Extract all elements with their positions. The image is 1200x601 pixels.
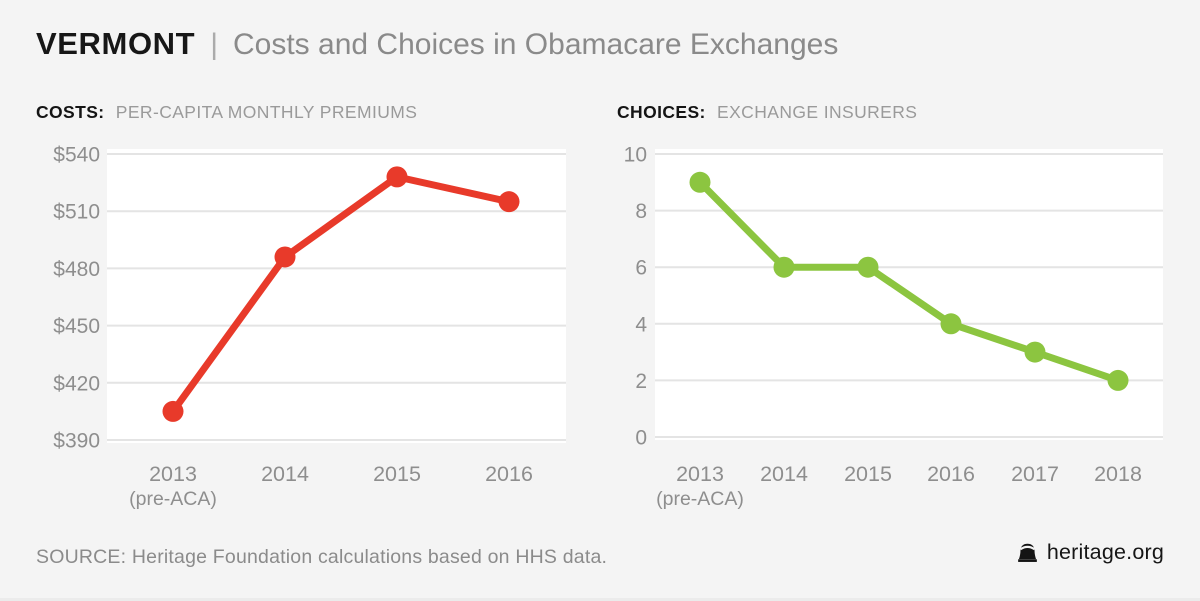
title-divider: |	[210, 28, 218, 61]
costs-label-text: PER-CAPITA MONTHLY PREMIUMS	[115, 102, 418, 122]
choices-line-chart: 10 8 6 4 2 0 2013(pre-ACA) 2014 2015 2016 2017 2018	[624, 144, 1163, 510]
brand-domain: heritage.org	[1046, 540, 1164, 564]
data-point	[162, 400, 184, 422]
x-tick-label: 2015	[844, 462, 892, 486]
y-tick-label: $510	[53, 201, 100, 224]
x-tick-label: 2016	[927, 462, 975, 486]
source-note: SOURCE: Heritage Foundation calculations…	[36, 546, 608, 568]
x-tick-label: 2014	[261, 462, 309, 486]
y-tick-label: 8	[635, 200, 647, 223]
x-tick-label: 2014	[760, 462, 808, 486]
y-tick-label: 6	[635, 257, 647, 280]
data-point	[274, 246, 296, 268]
y-tick-label: 0	[635, 427, 647, 450]
x-tick-note: (pre-ACA)	[656, 488, 744, 510]
y-tick-label: $480	[53, 258, 100, 281]
data-point	[857, 256, 879, 278]
choices-label-text: EXCHANGE INSURERS	[717, 102, 918, 122]
data-line	[169, 173, 513, 415]
page-title: VERMONT | Costs and Choices in Obamacare…	[36, 26, 838, 62]
x-tick-label: 2013	[149, 462, 197, 486]
x-tick-label: 2017	[1011, 462, 1059, 486]
title-text: Costs and Choices in Obamacare Exchanges	[233, 28, 839, 61]
data-point	[1024, 341, 1046, 363]
data-point	[498, 191, 520, 213]
x-tick-note: (pre-ACA)	[129, 488, 217, 510]
plot-area	[107, 149, 566, 443]
brand-mark: heritage.org	[1016, 540, 1164, 565]
y-tick-label: $450	[53, 315, 100, 338]
data-point	[386, 166, 408, 188]
x-tick-label: 2015	[373, 462, 421, 486]
costs-label: COSTS:	[36, 102, 105, 122]
x-tick-label: 2013	[676, 462, 724, 486]
y-tick-label: $540	[53, 144, 100, 167]
x-tick-label: 2016	[485, 462, 533, 486]
choices-chart-subtitle: CHOICES: EXCHANGE INSURERS	[617, 102, 917, 123]
y-tick-label: 10	[624, 144, 647, 167]
data-line	[696, 178, 1122, 384]
choices-label: CHOICES:	[617, 102, 706, 122]
y-tick-label: 2	[635, 370, 647, 393]
state-name: VERMONT	[36, 26, 196, 61]
y-tick-label: $420	[53, 372, 100, 395]
data-point	[940, 313, 962, 335]
liberty-bell-icon	[1017, 543, 1037, 562]
data-point	[689, 171, 711, 193]
data-point	[1107, 369, 1129, 391]
y-tick-label: 4	[635, 313, 647, 336]
y-tick-label: $390	[53, 430, 100, 453]
data-point	[773, 256, 795, 278]
costs-chart-subtitle: COSTS: PER-CAPITA MONTHLY PREMIUMS	[36, 102, 417, 123]
costs-line-chart: $540 $510 $480 $450 $420 $390 2013(pre-ACA) 201…	[53, 144, 566, 510]
x-tick-label: 2018	[1094, 462, 1142, 486]
